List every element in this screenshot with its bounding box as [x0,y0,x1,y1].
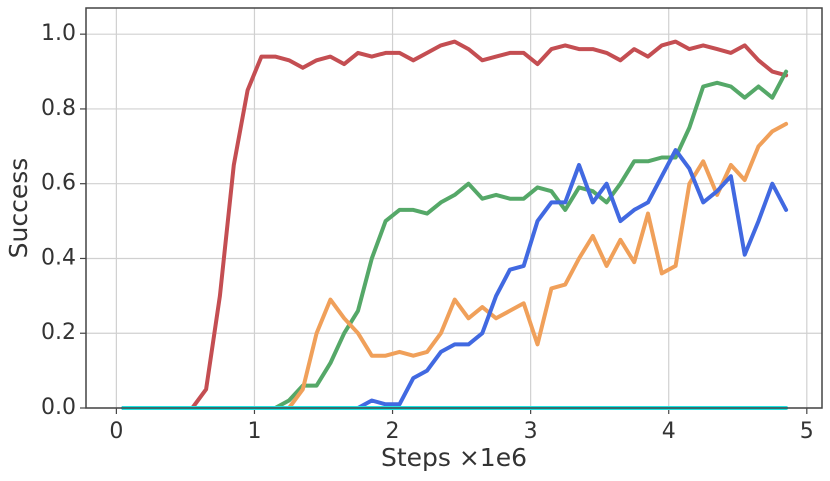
y-tick-label: 0.0 [41,395,76,420]
plot-frame [85,7,823,409]
x-tick-label: 2 [386,419,400,444]
y-tick-label: 0.6 [41,171,76,196]
x-tick-label: 0 [109,419,123,444]
y-tick-label: 0.4 [41,245,76,270]
y-tick-label: 1.0 [41,21,76,46]
x-tick-label: 4 [662,419,676,444]
series-line [121,39,789,410]
y-tick-label: 0.2 [41,320,76,345]
y-axis-label: Success [4,158,33,259]
x-tick-label: 3 [524,419,538,444]
x-axis-label: Steps ×1e6 [381,443,527,472]
x-tick-label: 1 [247,419,261,444]
x-tick-label: 5 [800,419,814,444]
y-tick-label: 0.8 [41,96,76,121]
